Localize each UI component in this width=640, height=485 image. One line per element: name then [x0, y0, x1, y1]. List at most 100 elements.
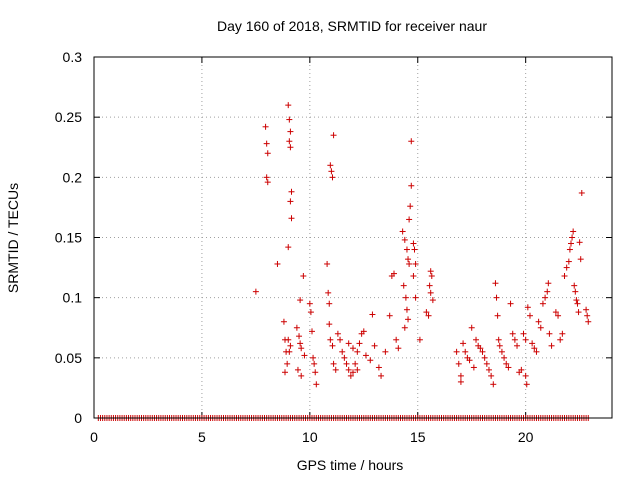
data-point — [369, 311, 376, 318]
y-tick-label: 0.3 — [63, 49, 83, 65]
data-point — [569, 234, 576, 241]
data-point — [285, 102, 292, 109]
data-point — [345, 366, 352, 373]
data-point — [285, 336, 292, 343]
data-point — [286, 116, 293, 123]
data-point — [362, 352, 369, 359]
data-point — [327, 162, 334, 169]
data-point — [412, 294, 419, 301]
data-point — [573, 297, 580, 304]
data-point — [483, 360, 490, 367]
data-point — [473, 336, 480, 343]
data-point — [312, 369, 319, 376]
data-point — [557, 336, 564, 343]
data-point — [542, 294, 549, 301]
data-point — [537, 324, 544, 331]
data-point — [460, 340, 467, 347]
data-point — [453, 348, 460, 355]
data-point — [288, 188, 295, 195]
data-point — [293, 324, 300, 331]
data-point — [572, 288, 579, 295]
data-point — [252, 288, 259, 295]
data-point — [544, 288, 551, 295]
data-point — [288, 215, 295, 222]
data-point — [343, 360, 350, 367]
data-point — [585, 318, 592, 325]
data-point — [287, 198, 294, 205]
data-point — [561, 273, 568, 280]
data-point — [400, 282, 407, 289]
y-tick-label: 0.15 — [55, 230, 82, 246]
data-point — [386, 312, 393, 319]
data-point — [300, 273, 307, 280]
data-point — [522, 372, 529, 379]
data-point — [282, 369, 289, 376]
grid-lines — [94, 57, 612, 418]
data-point — [584, 312, 591, 319]
data-point — [329, 174, 336, 181]
data-point — [297, 340, 304, 347]
data-point — [310, 354, 317, 361]
data-point — [427, 268, 434, 275]
data-point — [393, 336, 400, 343]
data-point — [526, 312, 533, 319]
data-point — [507, 300, 514, 307]
data-point — [262, 123, 269, 130]
data-point — [350, 369, 356, 376]
data-point — [403, 306, 410, 313]
data-point — [371, 342, 378, 349]
data-point — [552, 309, 559, 316]
data-point — [466, 357, 473, 364]
data-point — [477, 345, 484, 352]
data-point — [488, 372, 495, 379]
data-point — [479, 348, 486, 355]
data-point — [274, 260, 281, 267]
data-point — [401, 324, 408, 331]
data-point — [375, 364, 382, 371]
y-tick-label: 0.25 — [55, 109, 82, 125]
data-point — [555, 312, 562, 319]
data-point — [298, 345, 305, 352]
data-point — [429, 297, 436, 304]
data-point — [574, 300, 581, 307]
data-point — [407, 203, 414, 210]
x-tick-label: 10 — [302, 429, 318, 445]
data-point — [503, 360, 510, 367]
axis-ticks: 0 5 10 15 20 0 0.05 0.1 0.15 0.2 0.25 0.3 — [55, 49, 612, 445]
data-point — [264, 179, 271, 186]
data-point — [367, 357, 374, 364]
data-point — [522, 336, 529, 343]
data-point — [286, 138, 293, 145]
data-point — [509, 330, 516, 337]
data-point — [378, 372, 385, 379]
data-point — [481, 354, 488, 361]
data-point — [263, 174, 270, 181]
data-point — [425, 312, 432, 319]
data-point — [334, 330, 341, 337]
data-point — [411, 246, 418, 253]
data-point — [350, 345, 356, 352]
data-point — [468, 324, 475, 331]
data-point — [535, 318, 542, 325]
y-tick-label: 0 — [74, 410, 82, 426]
data-point — [294, 366, 301, 373]
data-point — [326, 300, 333, 307]
data-point — [485, 366, 492, 373]
data-point — [297, 297, 304, 304]
data-point — [492, 280, 499, 287]
data-point — [280, 318, 287, 325]
data-point — [354, 366, 361, 373]
data-point — [287, 144, 294, 151]
data-point — [264, 150, 271, 157]
data-point — [330, 132, 337, 139]
data-point — [571, 282, 578, 289]
data-point — [412, 260, 419, 267]
data-point — [410, 240, 417, 247]
data-point — [567, 240, 574, 247]
data-point — [330, 360, 337, 367]
data-point — [339, 348, 346, 355]
data-point — [511, 336, 518, 343]
data-point — [328, 168, 335, 175]
data-point — [545, 280, 552, 287]
